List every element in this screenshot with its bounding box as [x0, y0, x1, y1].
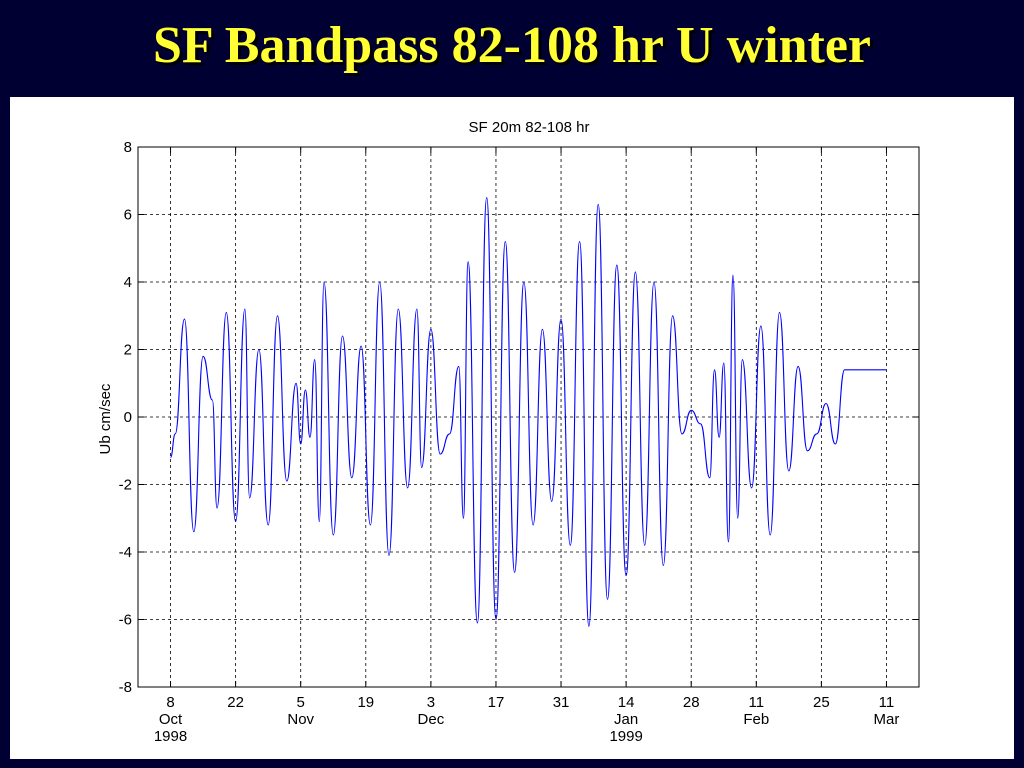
x-tick-day-label: 28 — [683, 694, 700, 711]
x-tick-day-label: 14 — [618, 694, 635, 711]
series-line — [169, 197, 887, 627]
x-tick-day-label: 3 — [427, 694, 435, 711]
x-tick-day-label: 11 — [749, 694, 765, 711]
x-tick-day-label: 8 — [166, 694, 174, 711]
x-tick-year-label: 1998 — [154, 728, 187, 745]
y-tick-label: -2 — [119, 477, 132, 494]
figure-panel: SF 20m 82-108 hr Ub cm/sec -8 -6 -4 -2 0 2 4 6 8… — [10, 97, 1014, 759]
chart: SF 20m 82-108 hr Ub cm/sec -8 -6 -4 -2 0 2 4 6 8… — [97, 119, 920, 745]
x-tick-year-label: 1999 — [609, 728, 642, 745]
slide-title: SF Bandpass 82-108 hr U winter — [153, 17, 871, 74]
x-tick-day-label: 22 — [227, 694, 244, 711]
x-tick-day-label: 25 — [813, 694, 830, 711]
x-tick-month-label: Jan — [614, 711, 638, 728]
x-tick-day-label: 5 — [297, 694, 305, 711]
x-tick-month-label: Nov — [287, 711, 314, 728]
series-layer — [169, 197, 887, 627]
x-tick-month-label: Oct — [159, 711, 183, 728]
y-tick-label: 2 — [124, 342, 132, 359]
y-tick-label: 8 — [124, 139, 132, 156]
y-tick-label: 6 — [124, 207, 132, 224]
y-tick-label: -8 — [119, 679, 132, 696]
y-tick-label: 0 — [124, 409, 132, 426]
x-tick-month-label: Mar — [874, 711, 900, 728]
x-tick-day-label: 11 — [879, 694, 895, 711]
x-tick-day-label: 19 — [357, 694, 374, 711]
x-tick-day-label: 17 — [488, 694, 505, 711]
y-tick-label: -6 — [119, 612, 132, 629]
x-tick-day-label: 31 — [553, 694, 570, 711]
x-tick-month-label: Feb — [743, 711, 769, 728]
y-axis-label: Ub cm/sec — [97, 383, 114, 454]
y-tick-label: 4 — [124, 274, 132, 291]
chart-title: SF 20m 82-108 hr — [469, 119, 590, 136]
y-tick-label: -4 — [119, 544, 132, 561]
x-tick-month-label: Dec — [418, 711, 445, 728]
